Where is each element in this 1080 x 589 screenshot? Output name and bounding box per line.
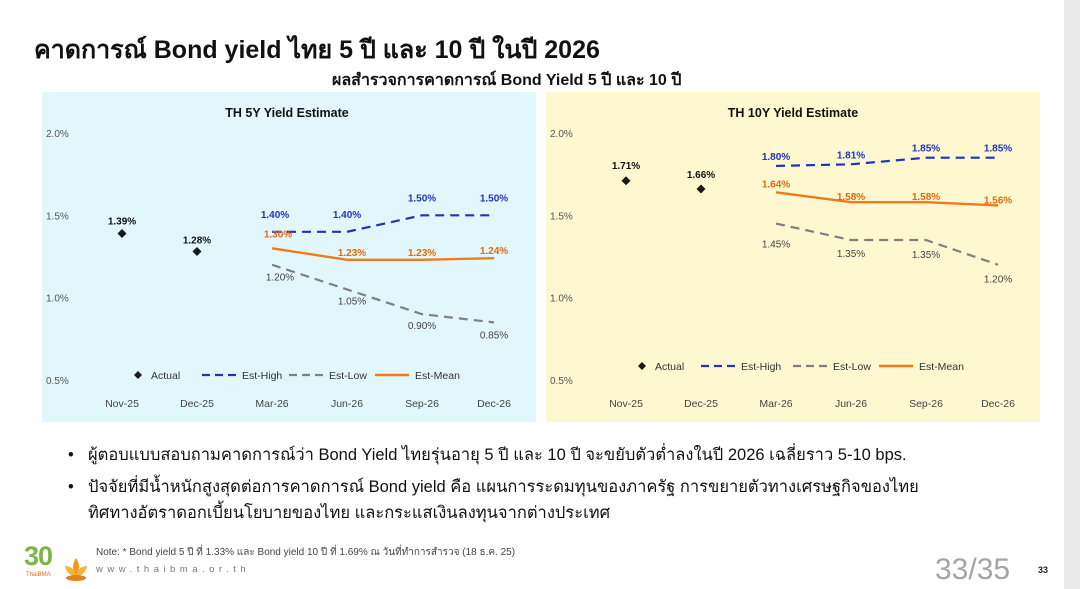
est-mean-data-label: 1.58% xyxy=(912,192,940,203)
chart-panel-10y: TH 10Y Yield Estimate 0.5% 1.0% 1.5% 2.0% Nov… xyxy=(546,92,1040,422)
chart-background xyxy=(42,92,536,422)
est-low-data-label: 0.90% xyxy=(408,321,436,332)
survey-subtitle: ผลสำรวจการคาดการณ์ Bond Yield 5 ปี และ 1… xyxy=(322,68,692,94)
x-tick-label: Jun-26 xyxy=(331,398,363,410)
chart-background xyxy=(546,92,1040,422)
est-low-data-label: 1.20% xyxy=(984,275,1012,286)
est-low-line xyxy=(775,222,999,266)
bullet-dot: • xyxy=(68,478,74,496)
x-tick-label: Mar-26 xyxy=(255,398,288,410)
line-chart: TH 10Y Yield Estimate 0.5% 1.0% 1.5% 2.0% Nov… xyxy=(546,92,1040,422)
legend-label: Est-Low xyxy=(833,361,871,373)
bullet-list: • ผู้ตอบแบบสอบถามคาดการณ์ว่า Bond Yield … xyxy=(68,442,1028,526)
est-mean-data-label: 1.23% xyxy=(408,248,436,259)
slide-pager: 33/35 xyxy=(935,553,1011,586)
y-tick-label: 2.0% xyxy=(46,129,69,140)
est-high-data-label: 1.40% xyxy=(333,210,361,221)
est-mean-data-label: 1.58% xyxy=(837,192,865,203)
legend-actual-marker xyxy=(638,362,646,370)
y-tick-label: 1.5% xyxy=(550,211,573,222)
bullet-text: ผู้ตอบแบบสอบถามคาดการณ์ว่า Bond Yield ไท… xyxy=(88,446,907,464)
footnote: Note: * Bond yield 5 ปี ที่ 1.33% และ Bo… xyxy=(96,547,516,558)
chart-title: TH 5Y Yield Estimate xyxy=(225,106,348,120)
est-high-data-label: 1.50% xyxy=(480,193,508,204)
actual-data-label: 1.71% xyxy=(612,161,640,172)
est-high-data-label: 1.81% xyxy=(837,150,865,161)
est-mean-data-label: 1.64% xyxy=(762,179,790,190)
est-high-data-label: 1.80% xyxy=(762,152,790,163)
bullet-item: • ปัจจัยที่มีน้ำหนักสูงสุดต่อการคาดการณ์… xyxy=(68,474,1028,500)
x-tick-label: Dec-26 xyxy=(477,398,511,410)
est-low-data-label: 1.05% xyxy=(338,296,366,307)
x-tick-label: Mar-26 xyxy=(759,398,792,410)
legend-label: Est-High xyxy=(242,370,282,382)
logo-30-years: 30 xyxy=(24,541,53,571)
x-tick-label: Jun-26 xyxy=(835,398,867,410)
legend-label: Actual xyxy=(151,370,180,382)
bullet-item: • ผู้ตอบแบบสอบถามคาดการณ์ว่า Bond Yield … xyxy=(68,442,1028,468)
chart-panel-5y: TH 5Y Yield Estimate 0.5% 1.0% 1.5% 2.0% Nov-… xyxy=(42,92,536,422)
x-tick-label: Nov-25 xyxy=(609,398,643,410)
est-mean-data-label: 1.23% xyxy=(338,248,366,259)
y-tick-label: 1.0% xyxy=(46,294,69,305)
est-high-data-label: 1.85% xyxy=(912,144,940,155)
website-url: www.thaibma.or.th xyxy=(96,564,251,575)
actual-point xyxy=(192,247,202,257)
est-low-data-label: 1.20% xyxy=(266,273,294,284)
legend-label: Est-Mean xyxy=(919,361,964,373)
legend-label: Est-Mean xyxy=(415,370,460,382)
est-high-data-label: 1.50% xyxy=(408,193,436,204)
est-low-data-label: 1.35% xyxy=(912,250,940,261)
y-tick-label: 0.5% xyxy=(550,376,573,387)
actual-data-label: 1.66% xyxy=(687,170,715,181)
est-low-data-label: 1.45% xyxy=(762,240,790,251)
y-tick-label: 1.5% xyxy=(46,211,69,222)
line-chart: TH 5Y Yield Estimate 0.5% 1.0% 1.5% 2.0% Nov-… xyxy=(42,92,536,422)
est-mean-line xyxy=(271,247,495,261)
est-mean-data-label: 1.24% xyxy=(480,246,508,257)
bullet-dot: • xyxy=(68,446,74,464)
x-tick-label: Sep-26 xyxy=(405,398,439,410)
est-high-data-label: 1.85% xyxy=(984,144,1012,155)
y-tick-label: 0.5% xyxy=(46,376,69,387)
y-tick-label: 2.0% xyxy=(550,129,573,140)
est-low-data-label: 0.85% xyxy=(480,330,508,341)
y-tick-label: 1.0% xyxy=(550,294,573,305)
est-high-line xyxy=(775,156,998,168)
est-high-data-label: 1.40% xyxy=(261,210,289,221)
page-number: 33 xyxy=(1038,565,1049,575)
est-high-line xyxy=(272,214,494,233)
x-tick-label: Nov-25 xyxy=(105,398,139,410)
est-mean-line xyxy=(775,191,999,207)
est-mean-data-label: 1.30% xyxy=(264,229,292,240)
bullet-continuation: ทิศทางอัตราดอกเบี้ยนโยบายของไทย และกระแส… xyxy=(68,500,1028,526)
legend-label: Est-Low xyxy=(329,370,367,382)
x-tick-label: Dec-25 xyxy=(180,398,214,410)
x-tick-label: Dec-25 xyxy=(684,398,718,410)
actual-data-label: 1.39% xyxy=(108,216,136,227)
window-edge xyxy=(1064,0,1080,589)
chart-title: TH 10Y Yield Estimate xyxy=(728,106,858,120)
legend-label: Actual xyxy=(655,361,684,373)
actual-point xyxy=(621,176,631,186)
legend-label: Est-High xyxy=(741,361,781,373)
legend-actual-marker xyxy=(134,371,142,379)
x-tick-label: Sep-26 xyxy=(909,398,943,410)
lotus-logo-icon xyxy=(65,558,87,581)
slide-title: คาดการณ์ Bond yield ไทย 5 ปี และ 10 ปี ใ… xyxy=(34,36,600,64)
est-mean-data-label: 1.56% xyxy=(984,195,1012,206)
bullet-text: ปัจจัยที่มีน้ำหนักสูงสุดต่อการคาดการณ์ B… xyxy=(88,478,919,496)
actual-data-label: 1.28% xyxy=(183,236,211,247)
actual-point xyxy=(117,228,127,238)
logo-thaibma-text: ThaiBMA xyxy=(26,572,51,578)
actual-point xyxy=(696,184,706,194)
bullet-text: ทิศทางอัตราดอกเบี้ยนโยบายของไทย และกระแส… xyxy=(88,504,611,522)
x-tick-label: Dec-26 xyxy=(981,398,1015,410)
est-low-data-label: 1.35% xyxy=(837,249,865,260)
